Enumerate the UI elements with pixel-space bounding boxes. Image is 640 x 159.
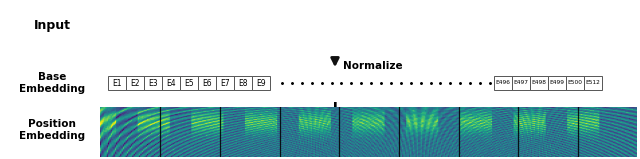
Text: E496: E496 xyxy=(495,80,511,86)
Bar xyxy=(252,123,270,137)
Text: E8: E8 xyxy=(238,79,248,87)
Text: E3: E3 xyxy=(148,79,158,87)
Bar xyxy=(144,123,162,137)
Text: Input: Input xyxy=(33,18,70,31)
Bar xyxy=(234,76,252,90)
Bar xyxy=(584,123,602,137)
Text: P509: P509 xyxy=(513,128,529,132)
Text: P9: P9 xyxy=(256,125,266,135)
Text: P2: P2 xyxy=(131,125,140,135)
Bar xyxy=(198,123,216,137)
Bar xyxy=(530,123,548,137)
Text: E498: E498 xyxy=(531,80,547,86)
Text: E5: E5 xyxy=(184,79,194,87)
Text: P8: P8 xyxy=(238,125,248,135)
Text: E6: E6 xyxy=(202,79,212,87)
Bar xyxy=(198,76,216,90)
Text: P512: P512 xyxy=(568,128,582,132)
Text: P510: P510 xyxy=(532,128,547,132)
Bar xyxy=(180,76,198,90)
Bar xyxy=(512,76,530,90)
Bar xyxy=(530,76,548,90)
Bar xyxy=(566,123,584,137)
Text: P1: P1 xyxy=(112,125,122,135)
Text: Normalize: Normalize xyxy=(343,61,403,71)
Bar xyxy=(216,123,234,137)
Text: E2: E2 xyxy=(131,79,140,87)
Bar xyxy=(126,123,144,137)
Bar xyxy=(584,76,602,90)
Text: E4: E4 xyxy=(166,79,176,87)
Bar xyxy=(548,76,566,90)
Text: P5: P5 xyxy=(184,125,194,135)
Bar xyxy=(512,123,530,137)
Bar xyxy=(216,76,234,90)
Bar xyxy=(162,123,180,137)
Bar xyxy=(548,123,566,137)
Bar xyxy=(126,76,144,90)
Bar xyxy=(144,76,162,90)
Text: P511: P511 xyxy=(550,128,564,132)
Bar xyxy=(494,76,512,90)
Bar xyxy=(566,76,584,90)
Text: P6: P6 xyxy=(202,125,212,135)
Text: P4: P4 xyxy=(166,125,176,135)
Bar xyxy=(494,123,512,137)
Bar xyxy=(108,123,126,137)
Text: E512: E512 xyxy=(586,80,600,86)
Text: +: + xyxy=(326,99,344,119)
Text: Position
Embedding: Position Embedding xyxy=(19,119,85,141)
Bar xyxy=(180,123,198,137)
Text: Base
Embedding: Base Embedding xyxy=(19,72,85,94)
Text: E500: E500 xyxy=(568,80,582,86)
Text: P508: P508 xyxy=(495,128,511,132)
Text: E1: E1 xyxy=(112,79,122,87)
Text: E499: E499 xyxy=(550,80,564,86)
Text: E497: E497 xyxy=(513,80,529,86)
Bar xyxy=(108,76,126,90)
Text: E9: E9 xyxy=(256,79,266,87)
Text: P513: P513 xyxy=(586,128,600,132)
Bar xyxy=(234,123,252,137)
Bar xyxy=(252,76,270,90)
Text: E7: E7 xyxy=(220,79,230,87)
Text: P7: P7 xyxy=(220,125,230,135)
Text: P3: P3 xyxy=(148,125,157,135)
Bar xyxy=(162,76,180,90)
